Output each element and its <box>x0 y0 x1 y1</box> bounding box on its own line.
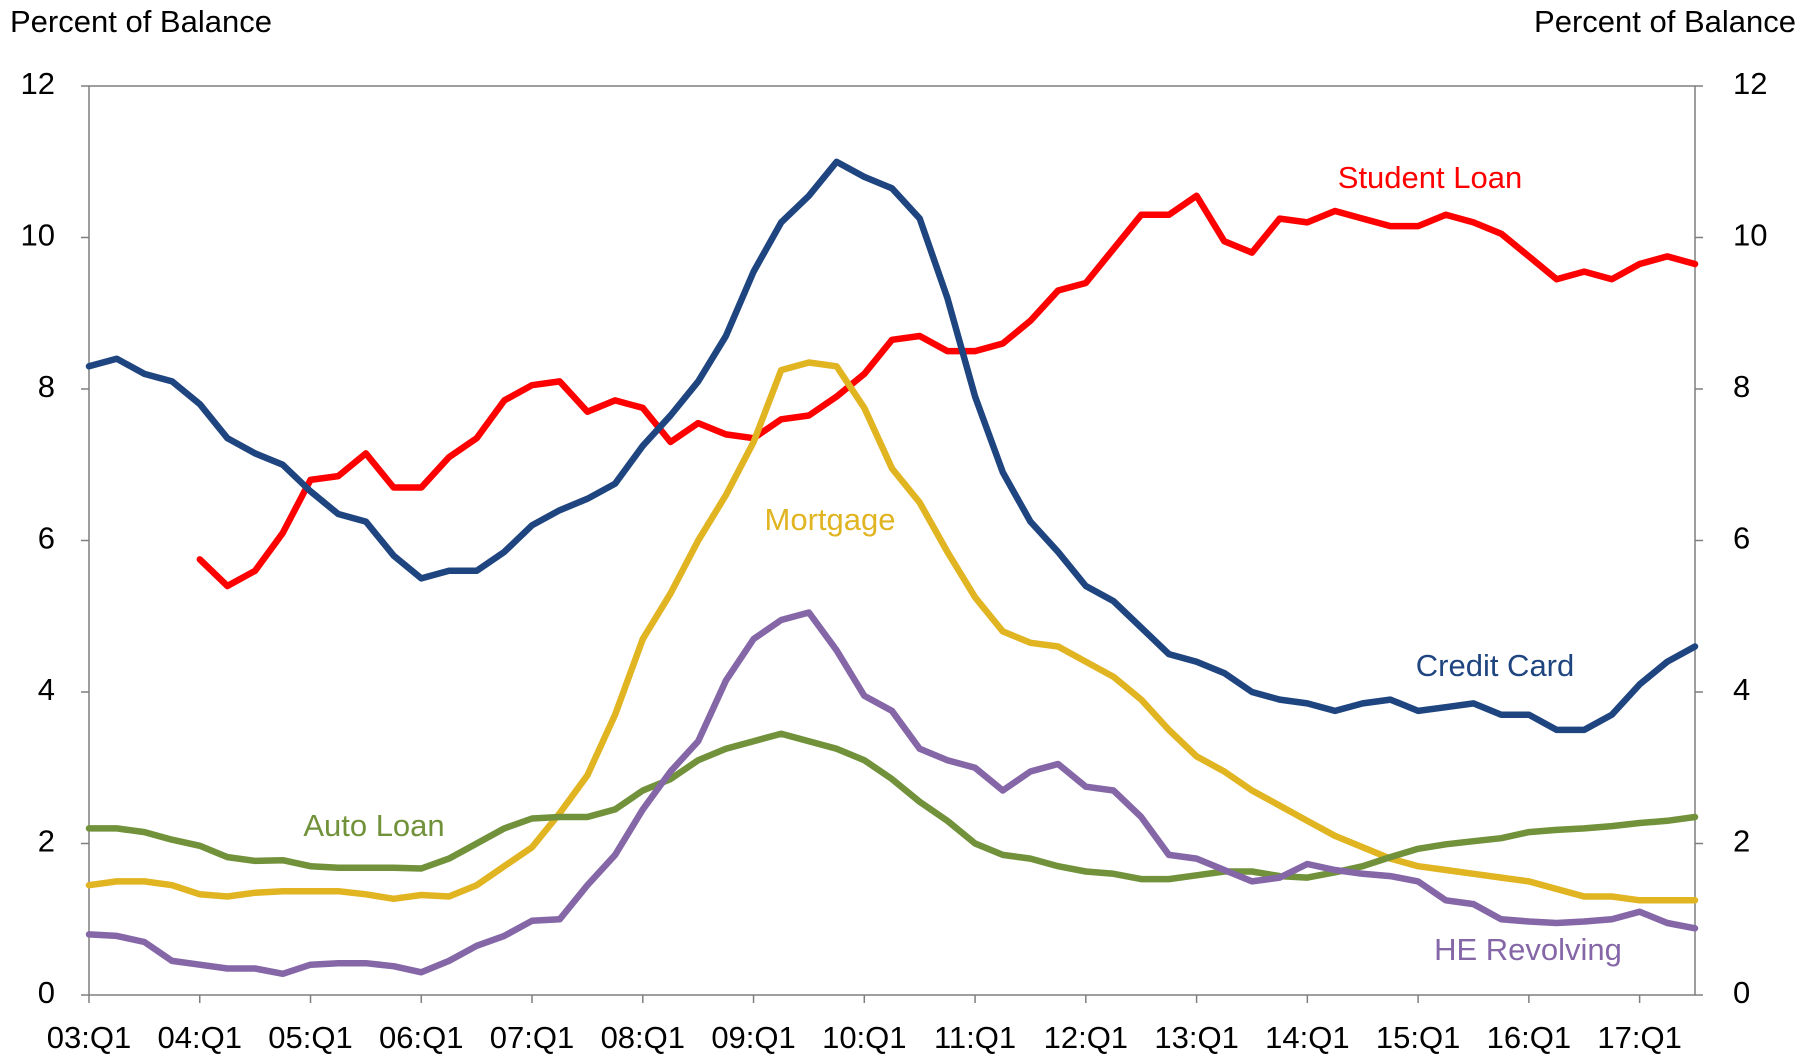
x-tick-label: 17:Q1 <box>1597 1020 1681 1055</box>
y2-tick-label: 8 <box>1733 369 1750 404</box>
y2-tick-label: 12 <box>1733 66 1767 101</box>
x-tick-label: 07:Q1 <box>490 1020 574 1055</box>
x-tick-label: 03:Q1 <box>47 1020 131 1055</box>
series-label: Student Loan <box>1338 160 1522 195</box>
x-tick-label: 16:Q1 <box>1487 1020 1571 1055</box>
y2-tick-label: 6 <box>1733 521 1750 556</box>
x-tick-label: 13:Q1 <box>1154 1020 1238 1055</box>
plot-frame <box>88 85 1696 996</box>
y-axis-title: Percent of Balance <box>10 4 272 39</box>
x-tick-label: 14:Q1 <box>1265 1020 1349 1055</box>
y2-tick-label: 2 <box>1733 824 1750 859</box>
y-tick-label: 10 <box>21 218 55 253</box>
x-tick-label: 04:Q1 <box>158 1020 242 1055</box>
x-tick-label: 06:Q1 <box>379 1020 463 1055</box>
y-tick-label: 12 <box>21 66 55 101</box>
x-tick-label: 10:Q1 <box>822 1020 906 1055</box>
series-label: Mortgage <box>765 502 896 537</box>
x-tick-label: 08:Q1 <box>601 1020 685 1055</box>
x-tick-label: 15:Q1 <box>1376 1020 1460 1055</box>
series-line <box>85 158 1699 734</box>
series-line <box>85 730 1699 883</box>
x-tick-label: 12:Q1 <box>1044 1020 1128 1055</box>
y-tick-label: 0 <box>38 975 55 1010</box>
y-tick-label: 6 <box>38 521 55 556</box>
y-tick-label: 2 <box>38 824 55 859</box>
y2-tick-label: 10 <box>1733 218 1767 253</box>
y2-tick-label: 4 <box>1733 672 1750 707</box>
y2-tick-label: 0 <box>1733 975 1750 1010</box>
x-tick-label: 05:Q1 <box>268 1020 352 1055</box>
y2-axis-title: Percent of Balance <box>1534 4 1796 39</box>
series-label: Credit Card <box>1416 648 1575 683</box>
y-tick-label: 4 <box>38 672 55 707</box>
series-line <box>85 359 1699 904</box>
series-line <box>196 192 1699 590</box>
series-line <box>85 609 1699 978</box>
series-label: HE Revolving <box>1434 932 1622 967</box>
series-label: Auto Loan <box>303 808 444 843</box>
x-tick-label: 11:Q1 <box>934 1020 1016 1055</box>
x-tick-label: 09:Q1 <box>711 1020 795 1055</box>
y-tick-label: 8 <box>38 369 55 404</box>
